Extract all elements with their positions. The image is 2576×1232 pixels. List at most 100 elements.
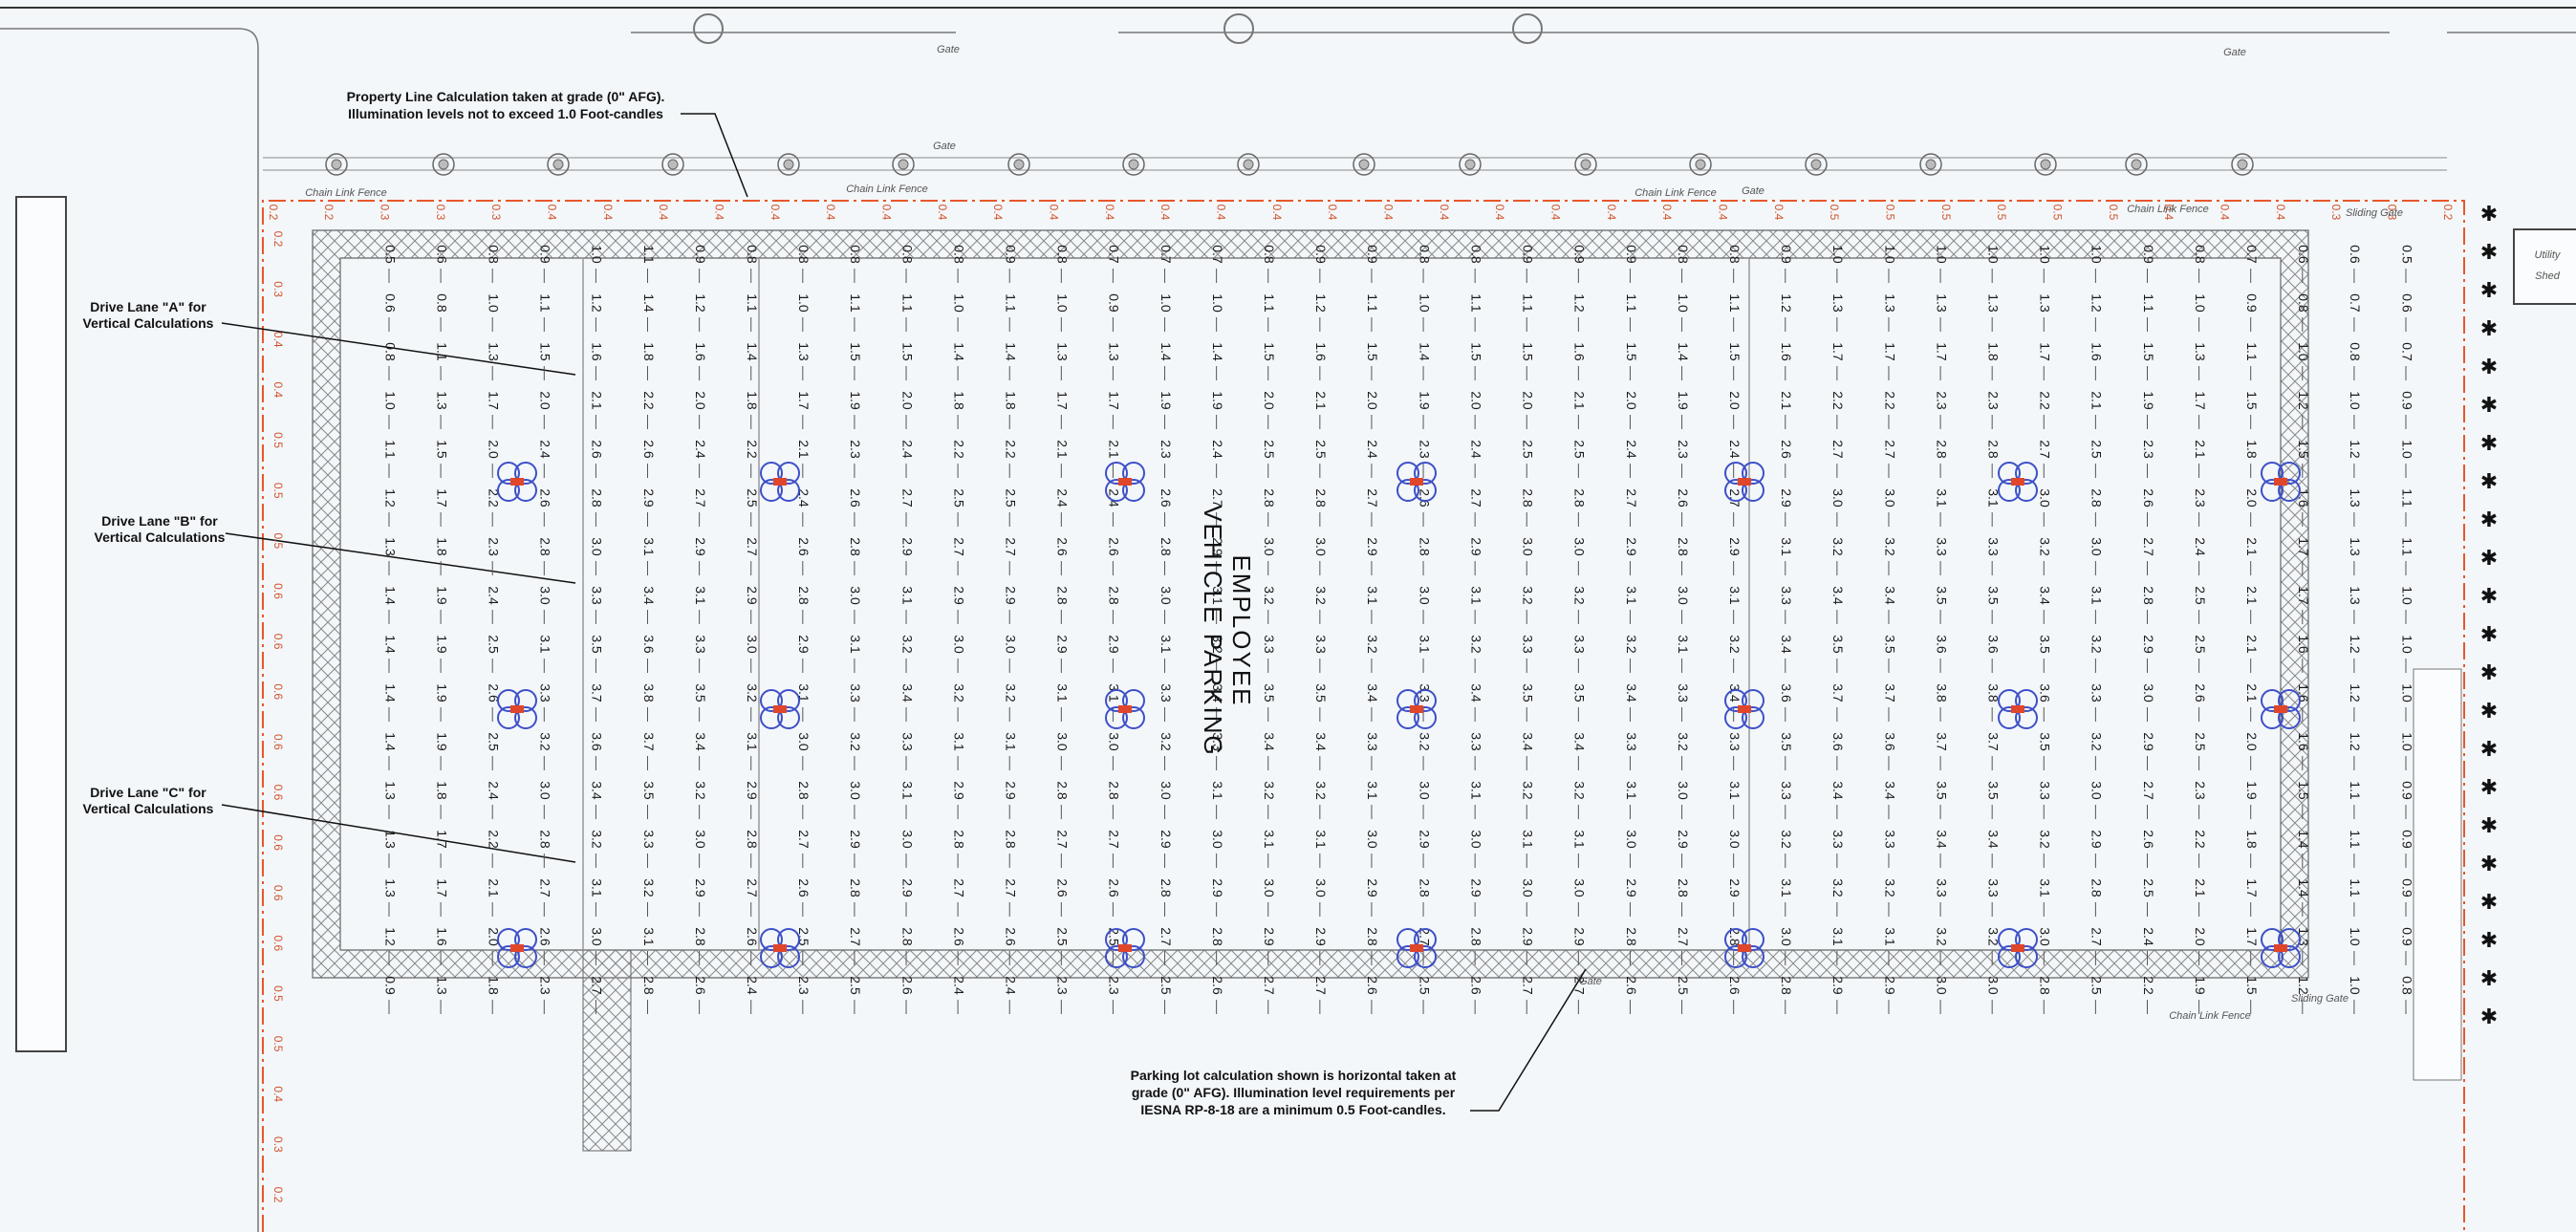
calc-value: 3.5 xyxy=(641,781,657,800)
calc-value: 1.9 xyxy=(434,683,449,702)
calc-value: 1.5 xyxy=(1521,342,1536,361)
calc-value: 2.7 xyxy=(1262,976,1277,995)
calc-value: 2.7 xyxy=(745,878,760,897)
calc-value: 3.4 xyxy=(2038,586,2053,605)
tree-symbol: ✱ xyxy=(2480,584,2498,608)
calc-value: 3.1 xyxy=(745,732,760,751)
calc-value: 2.5 xyxy=(2089,440,2105,459)
calc-value: 3.2 xyxy=(1572,781,1588,800)
calc-value: 2.5 xyxy=(2193,635,2208,654)
property-line-value: 0.5 xyxy=(271,985,285,1002)
tree-symbol: ✱ xyxy=(2480,622,2498,646)
calc-value: 1.7 xyxy=(487,391,502,410)
calc-value: 2.8 xyxy=(2038,976,2053,995)
calc-value: 2.1 xyxy=(2244,537,2260,556)
calc-value: 2.6 xyxy=(1210,976,1225,995)
calc-value: 2.9 xyxy=(1004,781,1019,800)
calc-value: 2.8 xyxy=(796,586,812,605)
calc-value: 2.3 xyxy=(1934,391,1949,410)
calc-value: 2.4 xyxy=(1055,488,1071,508)
calc-value: 1.0 xyxy=(1210,293,1225,313)
property-line-value: 0.6 xyxy=(271,885,285,901)
calc-value: 1.7 xyxy=(2244,927,2260,946)
calc-value: 0.9 xyxy=(2399,927,2414,946)
calc-value: 2.9 xyxy=(1830,976,1846,995)
calc-value: 2.9 xyxy=(2141,732,2156,751)
calc-value: 2.9 xyxy=(641,488,657,508)
calc-value: 3.2 xyxy=(2038,830,2053,849)
calc-value: 2.5 xyxy=(1004,488,1019,508)
calc-value: 0.8 xyxy=(1055,245,1071,264)
gravel-strip xyxy=(2414,669,2461,1080)
calc-value: 2.8 xyxy=(1934,440,1949,459)
calc-value: 2.9 xyxy=(951,586,966,605)
calc-value: 3.2 xyxy=(1676,732,1691,751)
calc-value: 3.6 xyxy=(1830,732,1846,751)
property-line-value: 0.4 xyxy=(712,205,725,221)
calc-value: 3.0 xyxy=(1521,878,1536,897)
calc-value: 1.3 xyxy=(2193,342,2208,361)
calc-value: 2.9 xyxy=(1624,878,1639,897)
calc-value: 1.9 xyxy=(2193,976,2208,995)
calc-value: 1.3 xyxy=(382,878,398,897)
calc-value: 3.3 xyxy=(1882,830,1897,849)
site-plan: ✱✱✱✱✱✱✱✱✱✱✱✱✱✱✱✱✱✱✱✱✱✱0.50.60.80.91.01.1… xyxy=(0,0,2576,1232)
property-line-value: 0.2 xyxy=(267,205,280,221)
calc-value: 1.9 xyxy=(1210,391,1225,410)
calc-value: 2.6 xyxy=(1055,878,1071,897)
property-line-value: 0.2 xyxy=(271,231,285,248)
calc-value: 1.5 xyxy=(1727,342,1743,361)
tree-symbol: ✱ xyxy=(2480,813,2498,837)
calc-value: 2.9 xyxy=(1365,878,1380,897)
property-line-value: 0.6 xyxy=(271,935,285,951)
calc-value: 1.3 xyxy=(434,391,449,410)
calc-value: 3.2 xyxy=(1262,586,1277,605)
calc-value: 3.2 xyxy=(693,781,708,800)
property-line-value: 0.4 xyxy=(1214,205,1227,221)
calc-value: 3.2 xyxy=(1365,635,1380,654)
calc-value: 3.0 xyxy=(1572,878,1588,897)
calc-value: 1.0 xyxy=(2348,391,2363,410)
calc-value: 3.5 xyxy=(1313,683,1329,702)
calc-value: 2.1 xyxy=(2089,391,2105,410)
calc-value: 1.4 xyxy=(745,342,760,361)
calc-value: 1.4 xyxy=(2296,830,2311,849)
calc-value: 3.5 xyxy=(2038,732,2053,751)
calc-value: 2.2 xyxy=(2193,830,2208,849)
calc-value: 3.1 xyxy=(2038,878,2053,897)
tree-symbol: ✱ xyxy=(2480,966,2498,990)
calc-value: 2.7 xyxy=(2141,781,2156,800)
calc-value: 3.2 xyxy=(1313,781,1329,800)
calc-value: 2.9 xyxy=(1727,878,1743,897)
calc-value: 3.3 xyxy=(1572,635,1588,654)
calc-value: 1.4 xyxy=(382,586,398,605)
calc-value: 1.3 xyxy=(796,342,812,361)
callout-text: Drive Lane "B" for xyxy=(101,513,218,529)
pole-base xyxy=(773,944,787,952)
calc-value: 2.6 xyxy=(2141,488,2156,508)
calc-value: 3.2 xyxy=(2089,732,2105,751)
calc-value: 3.4 xyxy=(1313,732,1329,751)
calc-value: 2.4 xyxy=(487,586,502,605)
calc-value: 3.5 xyxy=(590,635,605,654)
calc-value: 0.9 xyxy=(1004,245,1019,264)
calc-value: 0.9 xyxy=(2399,781,2414,800)
calc-value: 1.9 xyxy=(2244,781,2260,800)
property-line-value: 0.4 xyxy=(601,205,615,221)
calc-value: 0.9 xyxy=(2244,293,2260,313)
calc-value: 1.6 xyxy=(1779,342,1794,361)
tree-symbol: ✱ xyxy=(2480,546,2498,570)
calc-value: 3.5 xyxy=(1262,683,1277,702)
calc-value: 0.9 xyxy=(382,976,398,995)
calc-value: 3.0 xyxy=(745,635,760,654)
calc-value: 1.1 xyxy=(2399,537,2414,556)
calc-value: 2.8 xyxy=(538,830,553,849)
calc-value: 1.8 xyxy=(1985,342,2001,361)
calc-value: 3.0 xyxy=(2038,488,2053,508)
calc-value: 2.8 xyxy=(1107,586,1122,605)
calc-value: 2.7 xyxy=(1107,830,1122,849)
calc-value: 1.3 xyxy=(382,781,398,800)
calc-value: 1.7 xyxy=(1055,391,1071,410)
calc-value: 1.2 xyxy=(2348,635,2363,654)
calc-value: 2.8 xyxy=(1158,537,1174,556)
